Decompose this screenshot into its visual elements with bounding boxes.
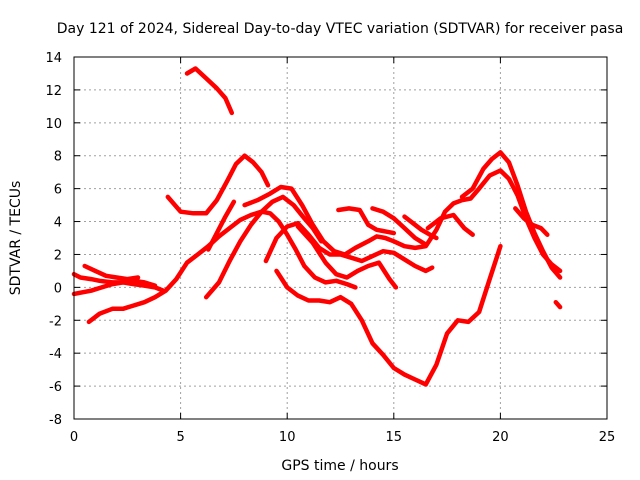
series-layer: [71, 66, 563, 387]
series-arc-13: [336, 206, 397, 236]
y-tick-label: -8: [49, 413, 62, 428]
plot-frame: [73, 56, 608, 420]
series-arc-2: [71, 278, 158, 297]
series-arc-11: [274, 243, 503, 387]
y-tick-label: 14: [45, 51, 62, 66]
x-axis-label: GPS time / hours: [281, 458, 398, 474]
series-arc-17: [459, 150, 563, 280]
y-axis-label: SDTVAR / TECUs: [8, 181, 24, 296]
series-arc-14: [370, 206, 429, 247]
y-tick-label: 8: [54, 150, 62, 165]
series-arc-3: [82, 263, 141, 282]
series-arc-6: [184, 66, 235, 116]
series-arc-5: [165, 153, 271, 216]
y-tick-label: 0: [54, 281, 62, 296]
series-arc-18: [513, 206, 550, 237]
series-arc-10: [263, 220, 435, 274]
series-arc-12: [295, 224, 399, 290]
x-tick-label: 5: [176, 430, 184, 445]
y-tick-label: -6: [49, 380, 62, 395]
x-tick-label: 25: [599, 430, 616, 445]
y-tick-label: -4: [49, 347, 62, 362]
series-arc-9: [242, 168, 563, 274]
series-arc-19: [553, 299, 563, 310]
chart-title: Day 121 of 2024, Sidereal Day-to-day VTE…: [57, 21, 624, 37]
series-arc-8: [203, 194, 324, 300]
y-tick-label: 6: [54, 183, 62, 198]
y-tick-label: 10: [45, 117, 62, 132]
tick-layer: 0 5 10 15 20 25 -8 -6 -4 -2 0 2 4 6 8 10 12 14: [45, 51, 615, 445]
x-tick-label: 20: [492, 430, 509, 445]
x-tick-label: 0: [70, 430, 78, 445]
y-tick-label: 4: [54, 216, 62, 231]
series-arc-15: [402, 214, 439, 241]
series-arc-7: [206, 199, 237, 252]
y-tick-label: -2: [49, 314, 62, 329]
grid-layer: [74, 57, 607, 419]
x-tick-label: 15: [386, 430, 403, 445]
x-tick-label: 10: [279, 430, 296, 445]
series-arc-16: [425, 212, 475, 237]
y-tick-label: 2: [54, 248, 62, 263]
series-arc-4: [86, 209, 358, 325]
y-tick-label: 12: [45, 84, 62, 99]
